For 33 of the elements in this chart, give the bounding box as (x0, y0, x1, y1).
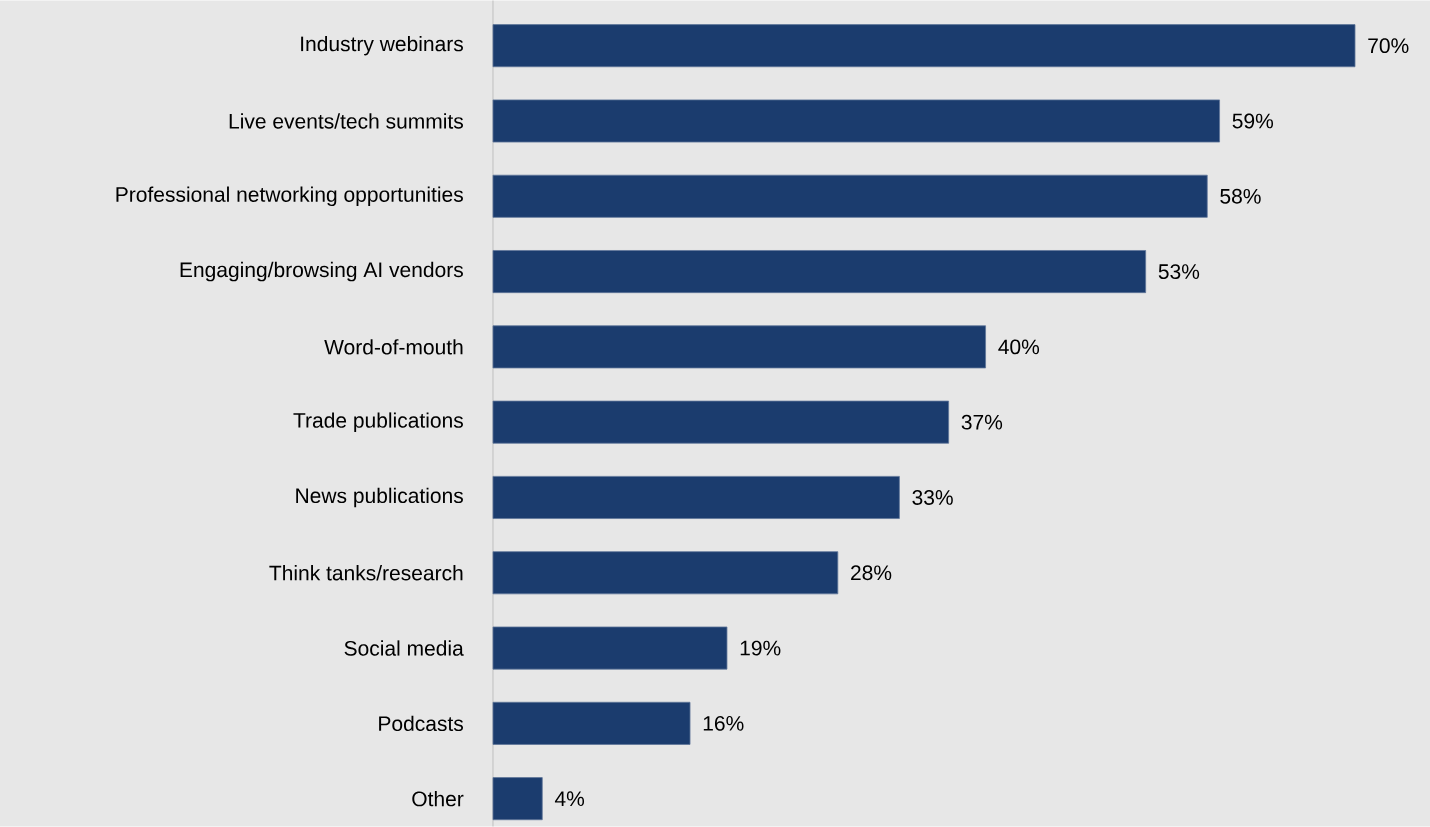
bar (492, 400, 950, 444)
y-tick-label: Professional networking opportunities (116, 186, 463, 207)
y-tick-label: Think tanks/research (269, 565, 463, 581)
y-tick-label: Other (412, 790, 464, 807)
data-label: 59% (1232, 113, 1274, 129)
y-tick-label: Live events/tech summits (229, 113, 463, 129)
data-label: 70% (1368, 38, 1409, 54)
data-label: 40% (998, 339, 1040, 355)
bar (492, 701, 691, 745)
y-tick-label: Trade publications (293, 412, 463, 432)
y-tick-label: Word-of-mouth (324, 339, 463, 355)
y-tick-label: Podcasts (379, 715, 464, 732)
bar (492, 24, 1356, 68)
data-label: 53% (1158, 264, 1200, 279)
bar (492, 250, 1147, 294)
bar (492, 475, 900, 519)
y-tick-label: Social media (344, 640, 464, 656)
y-tick-label: Engaging/browsing AI vendors (180, 261, 463, 282)
bar (492, 99, 1220, 143)
data-label: 33% (912, 490, 953, 505)
bar (492, 551, 839, 595)
data-label: 16% (703, 715, 744, 731)
data-label: 37% (961, 414, 1003, 430)
data-label: 28% (851, 565, 892, 581)
bar (492, 325, 986, 369)
data-label: 58% (1220, 188, 1261, 204)
bar (492, 777, 543, 821)
data-label: 19% (740, 640, 781, 656)
data-label: 4% (554, 791, 585, 806)
y-tick-label: News publications (296, 487, 463, 508)
bar (492, 174, 1208, 218)
bar (492, 626, 728, 670)
y-tick-label: Industry webinars (301, 35, 463, 56)
